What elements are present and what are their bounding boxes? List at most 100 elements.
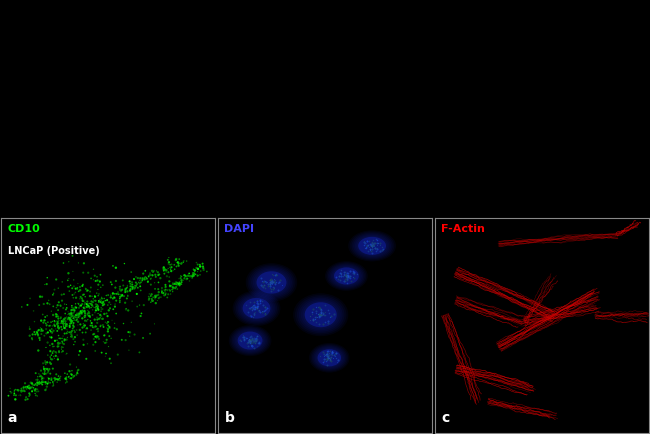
Point	[72, 370, 82, 377]
Point	[259, 308, 269, 315]
Point	[366, 241, 376, 248]
Point	[367, 242, 377, 249]
Point	[92, 334, 102, 341]
Point	[308, 316, 318, 323]
Point	[64, 322, 75, 329]
Ellipse shape	[313, 346, 345, 369]
Point	[305, 317, 315, 324]
Point	[247, 306, 257, 313]
Point	[116, 292, 126, 299]
Point	[80, 310, 90, 317]
Point	[88, 302, 98, 309]
Point	[103, 343, 114, 350]
Point	[40, 358, 50, 365]
Point	[52, 321, 62, 328]
Point	[244, 305, 255, 312]
Point	[88, 335, 99, 342]
Point	[72, 364, 82, 371]
Point	[25, 391, 35, 398]
Point	[86, 327, 96, 334]
Point	[244, 338, 254, 345]
Point	[150, 295, 160, 302]
Point	[42, 359, 53, 366]
Point	[248, 338, 259, 345]
Point	[167, 283, 177, 290]
Point	[179, 275, 189, 282]
Point	[66, 370, 76, 377]
Point	[97, 300, 107, 307]
Point	[84, 312, 94, 319]
Point	[110, 294, 120, 301]
Point	[17, 388, 27, 395]
Point	[31, 376, 41, 383]
Point	[42, 365, 52, 372]
Point	[92, 319, 103, 326]
Point	[125, 283, 136, 290]
Point	[361, 243, 371, 250]
Point	[47, 326, 57, 332]
Point	[92, 333, 102, 340]
Point	[318, 309, 328, 316]
Point	[66, 319, 76, 326]
Point	[65, 361, 75, 368]
Point	[67, 292, 77, 299]
Point	[85, 288, 96, 295]
Point	[78, 336, 88, 343]
Point	[108, 290, 118, 297]
Point	[260, 310, 270, 317]
Point	[112, 351, 123, 358]
Point	[43, 367, 53, 374]
Point	[183, 272, 194, 279]
Point	[96, 316, 107, 322]
Point	[316, 305, 326, 312]
Point	[29, 329, 40, 335]
Point	[322, 355, 333, 362]
Point	[177, 279, 187, 286]
Point	[117, 286, 127, 293]
Point	[257, 307, 267, 314]
Point	[53, 324, 63, 331]
Point	[60, 320, 70, 327]
Ellipse shape	[241, 297, 272, 320]
Text: c: c	[441, 411, 449, 424]
Point	[127, 284, 138, 291]
Point	[346, 278, 356, 285]
Point	[111, 264, 121, 271]
Point	[315, 305, 326, 312]
Point	[57, 319, 67, 326]
Point	[54, 335, 64, 342]
Point	[120, 337, 131, 344]
Ellipse shape	[235, 329, 265, 352]
Point	[341, 269, 352, 276]
Point	[322, 351, 332, 358]
Point	[30, 386, 40, 393]
Point	[47, 318, 58, 325]
Point	[250, 306, 261, 313]
Point	[318, 358, 329, 365]
Point	[77, 300, 87, 307]
Point	[98, 302, 108, 309]
Point	[105, 301, 116, 308]
Point	[181, 273, 191, 279]
Point	[319, 352, 330, 359]
Point	[66, 306, 77, 313]
Point	[163, 260, 174, 267]
Point	[161, 287, 171, 294]
Point	[178, 272, 188, 279]
Point	[255, 309, 265, 316]
Point	[250, 303, 261, 310]
Point	[192, 268, 203, 275]
Point	[63, 283, 73, 290]
Point	[328, 349, 338, 355]
Point	[243, 337, 254, 344]
Point	[160, 284, 170, 291]
Ellipse shape	[326, 262, 366, 290]
Point	[93, 292, 103, 299]
Point	[66, 317, 77, 324]
Point	[367, 237, 378, 244]
Point	[67, 367, 77, 374]
Point	[106, 292, 116, 299]
Point	[135, 280, 145, 287]
Point	[90, 305, 101, 312]
Point	[122, 284, 133, 291]
